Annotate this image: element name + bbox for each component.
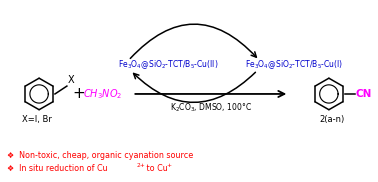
FancyArrowPatch shape	[133, 72, 256, 102]
Text: X: X	[68, 75, 74, 85]
Text: X=I, Br: X=I, Br	[22, 115, 52, 124]
Text: K$_2$CO$_3$, DMSO, 100°C: K$_2$CO$_3$, DMSO, 100°C	[170, 102, 252, 114]
Text: Fe$_3$O$_4$@SiO$_2$-TCT/B$_5$-Cu(II): Fe$_3$O$_4$@SiO$_2$-TCT/B$_5$-Cu(II)	[118, 58, 218, 71]
Text: CH$_3$NO$_2$: CH$_3$NO$_2$	[83, 87, 122, 101]
Text: to Cu: to Cu	[144, 164, 168, 173]
Text: 2+: 2+	[136, 163, 145, 168]
FancyArrowPatch shape	[130, 24, 256, 58]
Text: 2(a-n): 2(a-n)	[319, 115, 344, 124]
Text: Fe$_3$O$_4$@SiO$_2$-TCT/B$_5$-Cu(I): Fe$_3$O$_4$@SiO$_2$-TCT/B$_5$-Cu(I)	[245, 58, 343, 71]
Text: ❖  In situ reduction of Cu: ❖ In situ reduction of Cu	[7, 164, 108, 173]
Text: CN: CN	[356, 89, 372, 99]
Text: +: +	[73, 86, 85, 101]
Text: +: +	[166, 163, 171, 168]
Text: ❖  Non-toxic, cheap, organic cyanation source: ❖ Non-toxic, cheap, organic cyanation so…	[7, 151, 194, 161]
